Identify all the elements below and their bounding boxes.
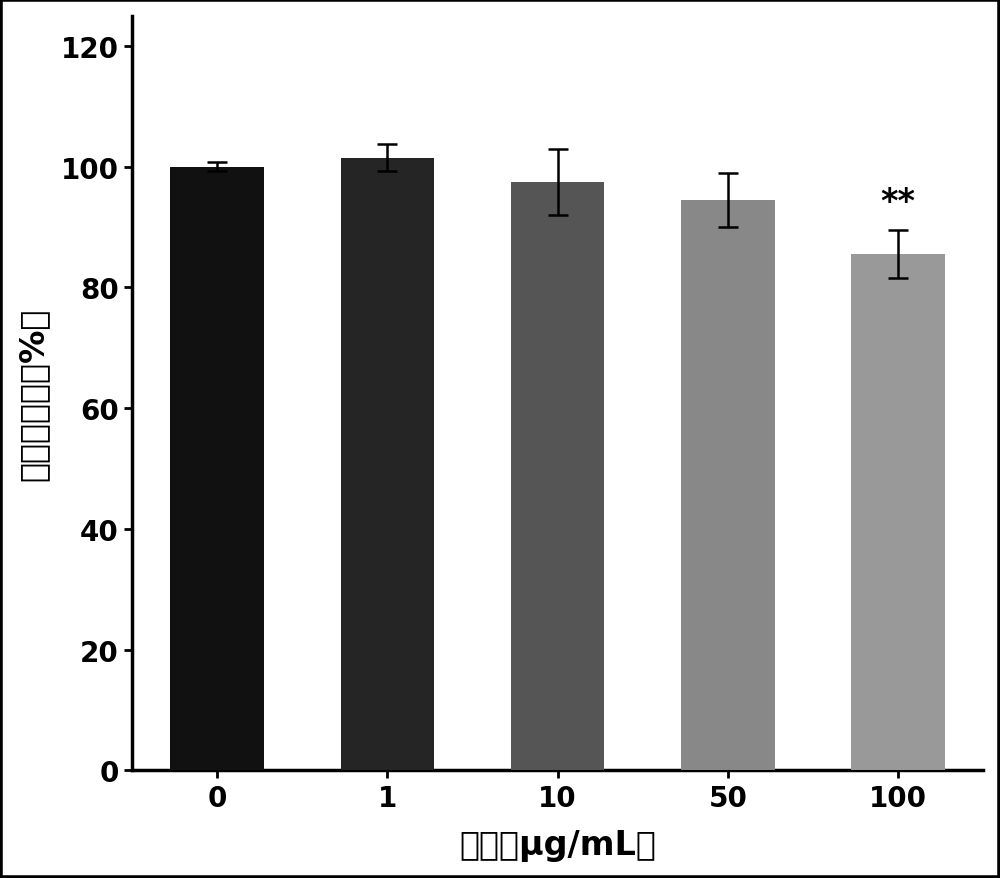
Bar <box>511 183 604 771</box>
Bar <box>170 168 264 771</box>
Y-axis label: 细胞存活率（%）: 细胞存活率（%） <box>17 307 50 480</box>
Bar <box>341 158 434 771</box>
Text: **: ** <box>881 186 916 219</box>
Bar <box>681 200 775 771</box>
X-axis label: 浓度（μg/mL）: 浓度（μg/mL） <box>459 828 656 861</box>
Bar <box>851 255 945 771</box>
